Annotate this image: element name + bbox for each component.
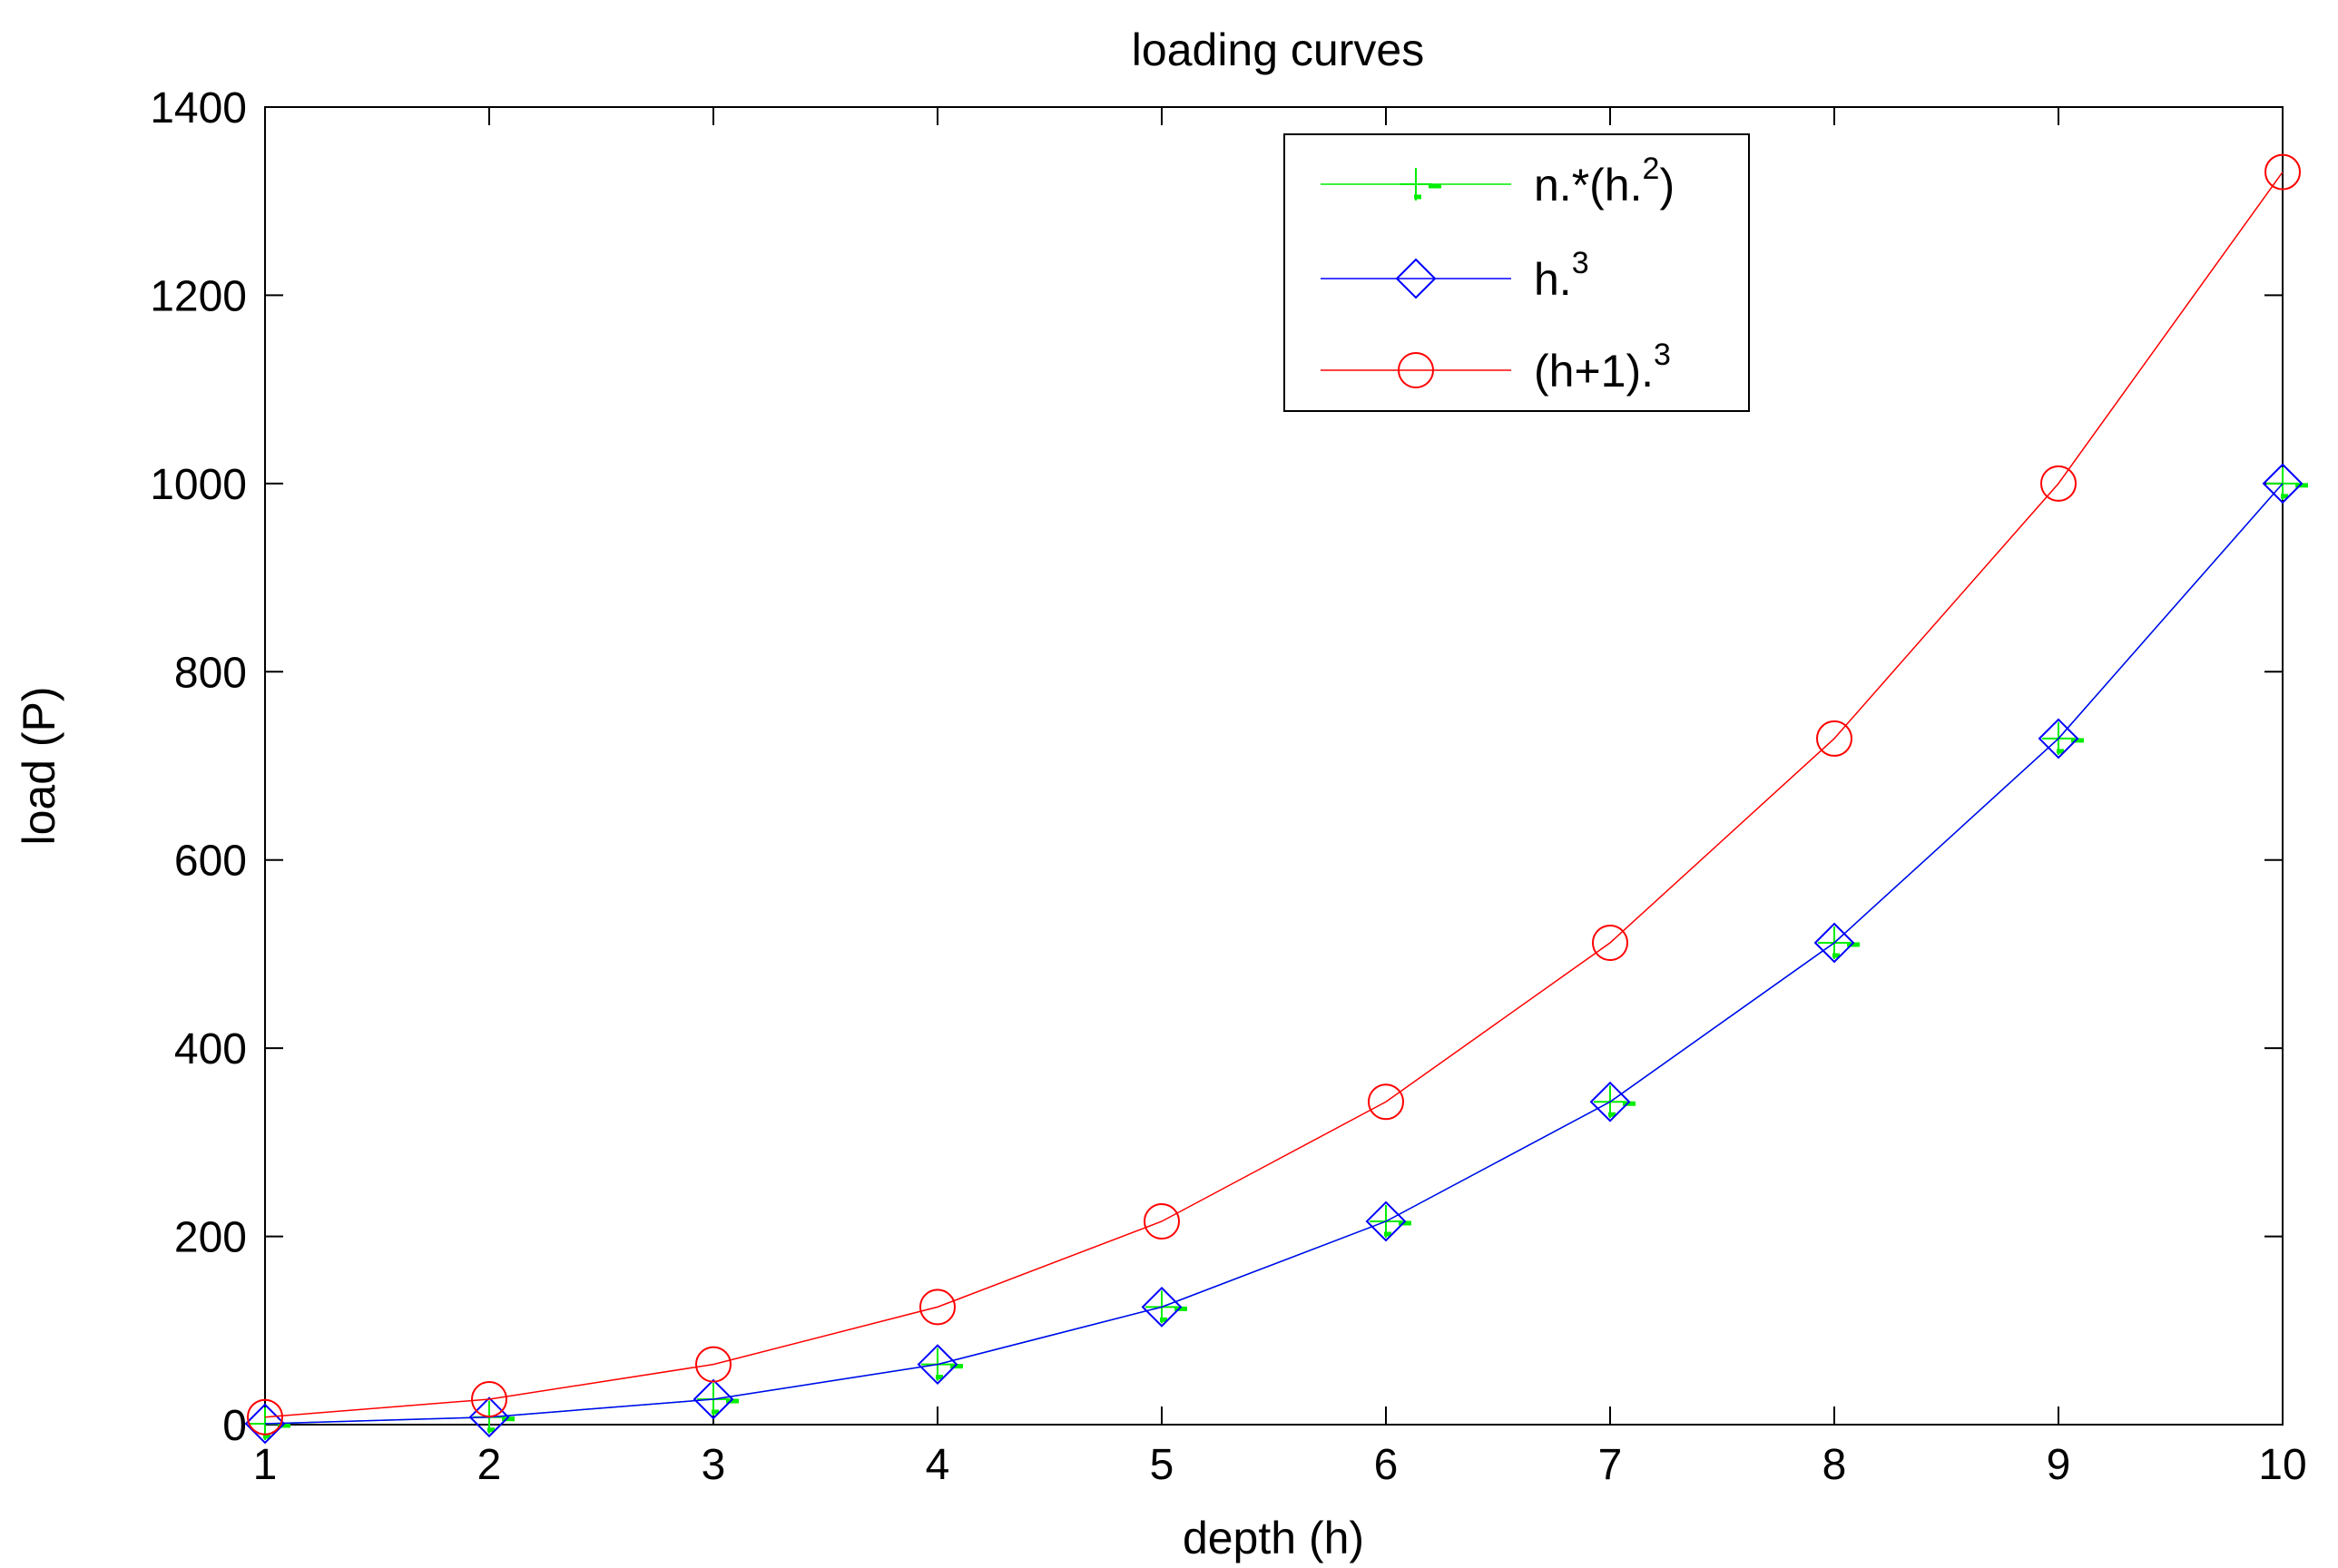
x-tick-labels: 1 2 3 4 5 6 7 8 9 10 bbox=[253, 1441, 2307, 1489]
legend-entry: (h+1).3 bbox=[1321, 338, 1671, 397]
x-tick-label: 6 bbox=[1374, 1441, 1399, 1489]
diamond-marker bbox=[1141, 1286, 1183, 1328]
x-tick-label: 9 bbox=[2047, 1441, 2071, 1489]
circle-marker bbox=[1398, 352, 1434, 388]
circle-marker bbox=[2264, 153, 2301, 191]
y-tick-label: 200 bbox=[174, 1214, 247, 1262]
plot-area bbox=[244, 106, 2308, 1445]
series-layer bbox=[244, 153, 2308, 1445]
chart-title: loading curves bbox=[1132, 24, 1424, 75]
plus-marker bbox=[1400, 168, 1441, 201]
x-tick-label: 2 bbox=[477, 1441, 502, 1489]
y-tick-label: 0 bbox=[222, 1402, 247, 1450]
diamond-marker bbox=[2262, 463, 2304, 505]
x-tick-label: 7 bbox=[1598, 1441, 1623, 1489]
diamond-marker bbox=[693, 1378, 734, 1420]
legend-label: h.3 bbox=[1534, 246, 1589, 305]
circle-marker bbox=[1816, 720, 1852, 757]
x-tick-label: 8 bbox=[1822, 1441, 1847, 1489]
circle-marker bbox=[2040, 465, 2077, 502]
circle-marker bbox=[1144, 1202, 1180, 1240]
circle-marker bbox=[1368, 1083, 1404, 1121]
legend-label: (h+1).3 bbox=[1534, 338, 1671, 397]
x-tick-label: 5 bbox=[1150, 1441, 1174, 1489]
x-axis-label: depth (h) bbox=[1183, 1513, 1364, 1563]
y-axis-label: load (P) bbox=[14, 686, 64, 845]
y-tick-label: 1200 bbox=[150, 272, 247, 320]
circle-marker bbox=[695, 1346, 732, 1383]
y-tick-label: 800 bbox=[174, 649, 247, 697]
legend: n.*(h.2) h.3 (h+1).3 bbox=[1283, 133, 1750, 412]
x-tick-label: 1 bbox=[253, 1441, 278, 1489]
x-tick-label: 10 bbox=[2258, 1441, 2306, 1489]
diamond-marker bbox=[917, 1344, 958, 1386]
diamond-marker bbox=[1395, 258, 1437, 299]
legend-label: n.*(h.2) bbox=[1534, 152, 1675, 211]
legend-box bbox=[1283, 133, 1750, 412]
y-tick-label: 600 bbox=[174, 838, 247, 886]
series-circle bbox=[247, 153, 2301, 1436]
legend-entry: h.3 bbox=[1321, 246, 1589, 305]
diamond-marker bbox=[1813, 922, 1855, 964]
diamond-marker bbox=[1589, 1081, 1631, 1122]
circle-marker bbox=[471, 1380, 507, 1417]
circle-marker bbox=[247, 1398, 283, 1436]
y-tick-label: 400 bbox=[174, 1025, 247, 1073]
x-tick-label: 3 bbox=[702, 1441, 726, 1489]
y-tick-label: 1000 bbox=[150, 461, 247, 509]
x-tick-label: 4 bbox=[926, 1441, 950, 1489]
series-line bbox=[264, 483, 2284, 1425]
legend-entry: n.*(h.2) bbox=[1321, 152, 1675, 211]
circle-marker bbox=[1592, 924, 1628, 961]
diamond-marker bbox=[244, 1403, 286, 1445]
legend-entries: n.*(h.2) h.3 (h+1).3 bbox=[1321, 152, 1675, 397]
circle-marker bbox=[919, 1289, 956, 1326]
diamond-marker bbox=[1365, 1200, 1407, 1242]
diamond-marker bbox=[2038, 718, 2079, 760]
series-line bbox=[264, 172, 2284, 1418]
y-tick-labels: 0 200 400 600 800 1000 1200 1400 bbox=[150, 84, 247, 1450]
y-tick-label: 1400 bbox=[150, 84, 247, 132]
series-diamond bbox=[244, 463, 2304, 1445]
axes-box bbox=[264, 106, 2284, 1426]
